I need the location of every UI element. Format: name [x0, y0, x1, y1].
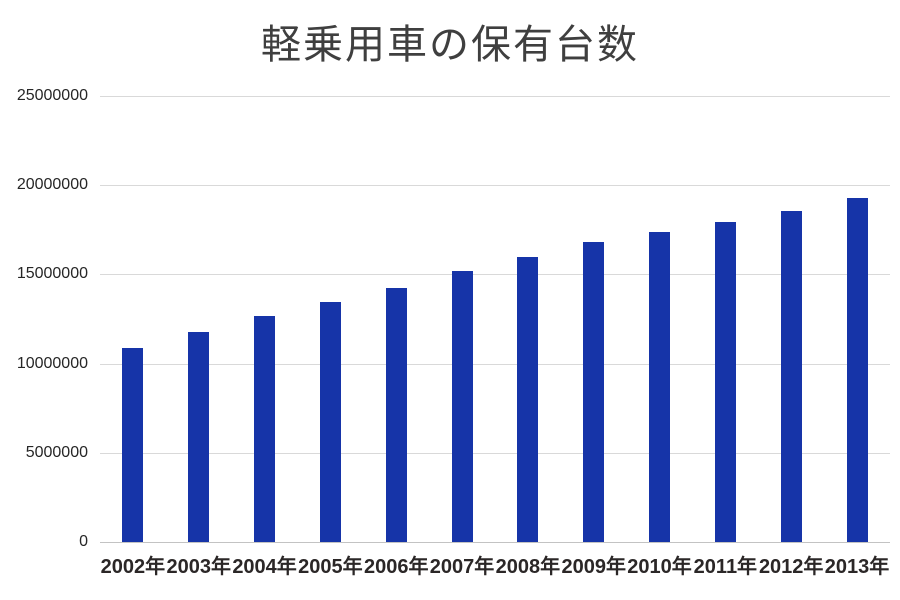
- gridlines: [100, 96, 890, 543]
- bar-2006年: [385, 287, 407, 542]
- bar-2008年: [517, 256, 539, 542]
- bar-2012年: [780, 211, 802, 542]
- bar-slot: [297, 96, 363, 542]
- bar-slot: [824, 96, 890, 542]
- bar-2005年: [319, 302, 341, 542]
- gridline: [100, 363, 890, 365]
- plot-area: [100, 96, 890, 543]
- bar-slot: [692, 96, 758, 542]
- x-tick-label: 2004年: [232, 556, 297, 578]
- bar-2013年: [846, 197, 868, 542]
- bar-slot: [232, 96, 298, 542]
- bar-slot: [561, 96, 627, 542]
- gridline: [100, 96, 890, 97]
- x-tick-label: 2006年: [363, 556, 429, 578]
- gridline: [100, 274, 890, 276]
- x-axis-tick-labels: 2002年 2003年 2004年 2005年 2006年 2007年 2008年 2009年…: [100, 550, 890, 579]
- x-tick-label: 2009年: [561, 556, 626, 578]
- x-tick-label: 2010年: [627, 556, 692, 578]
- bar-slot: [429, 96, 495, 542]
- bar-2007年: [451, 270, 473, 542]
- y-tick-label: 10000000: [16, 354, 88, 372]
- y-tick-label: 15000000: [16, 265, 88, 283]
- bar-2003年: [188, 331, 210, 542]
- x-tick-label: 2012年: [758, 556, 824, 578]
- gridline: [100, 185, 890, 187]
- bar-2011年: [714, 221, 736, 542]
- y-tick-label: 25000000: [16, 87, 88, 104]
- x-tick-label: 2007年: [429, 556, 495, 578]
- x-tick-label: 2008年: [495, 556, 561, 578]
- bar-2004年: [254, 316, 276, 542]
- x-tick-label: 2011年: [693, 556, 758, 578]
- bar-2010年: [649, 231, 671, 542]
- y-tick-label: 0: [79, 533, 88, 550]
- x-axis-line: [100, 542, 890, 543]
- x-tick-label: 2013年: [824, 556, 890, 578]
- x-tick-label: 2003年: [166, 556, 231, 578]
- bar-slot: [363, 96, 429, 542]
- bar-2002年: [122, 347, 144, 542]
- bar-slot: [100, 96, 166, 542]
- bar-slot: [627, 96, 693, 542]
- x-tick-label: 2005年: [298, 556, 363, 578]
- chart-title: 軽乗用車の保有台数: [261, 23, 639, 67]
- bar-slot: [166, 96, 232, 542]
- bars: [100, 96, 890, 542]
- bar-2009年: [583, 242, 605, 542]
- bar-slot: [495, 96, 561, 542]
- y-tick-label: 5000000: [25, 443, 88, 461]
- gridline: [100, 452, 890, 454]
- y-tick-label: 20000000: [16, 176, 88, 194]
- y-axis-tick-labels: 25000000 20000000 15000000 10000000 5000000 0: [0, 87, 88, 550]
- bar-slot: [758, 96, 824, 542]
- x-tick-label: 2002年: [100, 556, 166, 578]
